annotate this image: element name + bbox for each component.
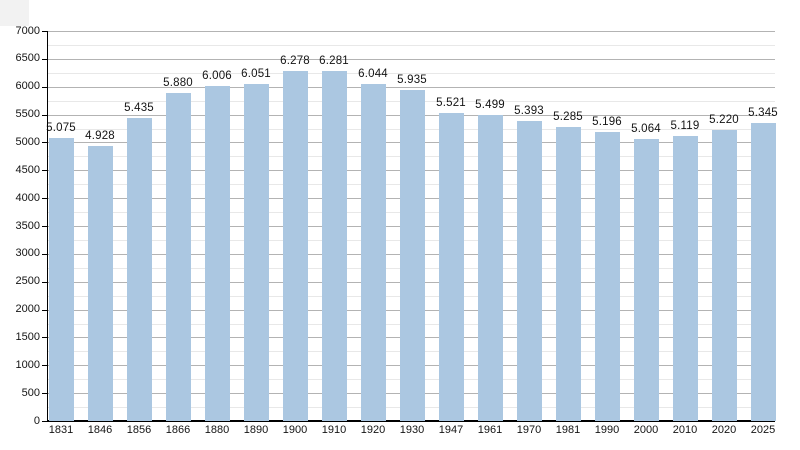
bar [165, 93, 191, 421]
bar-value-label: 5.220 [709, 114, 739, 126]
x-tick-label: 1880 [204, 424, 230, 436]
x-tick-label: 1831 [48, 424, 74, 436]
bar-value-label: 5.196 [592, 116, 622, 128]
x-axis [47, 420, 775, 422]
minor-gridline [48, 73, 775, 74]
minor-gridline [48, 45, 775, 46]
bar [48, 138, 74, 421]
y-axis-tick [42, 115, 47, 116]
bar [282, 71, 308, 421]
bar-value-label: 6.278 [280, 55, 310, 67]
y-tick-label: 3000 [15, 247, 40, 259]
y-axis-tick [42, 59, 47, 60]
bar [672, 136, 698, 421]
y-axis-tick [42, 198, 47, 199]
bar-value-label: 5.285 [553, 111, 583, 123]
bar-value-label: 5.521 [436, 97, 466, 109]
y-axis-tick [42, 310, 47, 311]
bar [633, 139, 659, 421]
y-axis-tick [42, 87, 47, 88]
y-tick-label: 0 [33, 415, 40, 427]
y-tick-label: 3500 [15, 220, 40, 232]
bar-value-label: 6.044 [358, 68, 388, 80]
bar-value-label: 6.006 [202, 70, 232, 82]
y-axis-tick [42, 170, 47, 171]
y-tick-label: 6500 [15, 52, 40, 64]
bar-value-label: 5.499 [475, 99, 505, 111]
y-axis-tick [42, 393, 47, 394]
x-tick-label: 1846 [87, 424, 113, 436]
y-tick-label: 7000 [15, 25, 40, 37]
bar [438, 113, 464, 421]
bar-value-label: 4.928 [85, 130, 115, 142]
major-gridline [48, 87, 775, 88]
bar-value-label: 6.281 [319, 55, 349, 67]
x-tick-label: 1900 [282, 424, 308, 436]
y-tick-label: 1500 [15, 331, 40, 343]
y-tick-label: 2000 [15, 303, 40, 315]
y-axis-tick [42, 421, 47, 422]
x-tick-label: 1947 [438, 424, 464, 436]
bar-value-label: 5.064 [631, 123, 661, 135]
bar [204, 86, 230, 421]
y-tick-label: 5500 [15, 108, 40, 120]
x-tick-label: 1920 [360, 424, 386, 436]
x-tick-label: 1990 [594, 424, 620, 436]
y-tick-label: 1000 [15, 359, 40, 371]
y-axis-tick [42, 226, 47, 227]
bar [399, 90, 425, 421]
y-axis-tick [42, 282, 47, 283]
bar [594, 132, 620, 421]
bar [243, 84, 269, 421]
bar [477, 115, 503, 421]
x-tick-label: 2000 [633, 424, 659, 436]
y-axis-tick [42, 142, 47, 143]
bar-value-label: 5.435 [124, 102, 154, 114]
x-tick-label: 1930 [399, 424, 425, 436]
bar [750, 123, 776, 421]
x-tick-label: 1910 [321, 424, 347, 436]
x-tick-label: 1970 [516, 424, 542, 436]
y-axis-tick [42, 337, 47, 338]
x-tick-label: 1890 [243, 424, 269, 436]
y-tick-label: 2500 [15, 275, 40, 287]
bar-value-label: 5.345 [748, 107, 778, 119]
y-axis-tick [42, 31, 47, 32]
x-tick-label: 1856 [126, 424, 152, 436]
bar [516, 121, 542, 421]
x-tick-label: 1981 [555, 424, 581, 436]
x-tick-label: 2010 [672, 424, 698, 436]
x-tick-label: 2020 [711, 424, 737, 436]
y-tick-label: 4500 [15, 164, 40, 176]
bar-value-label: 6.051 [241, 68, 271, 80]
y-axis-tick [42, 365, 47, 366]
bar [711, 130, 737, 421]
bar [321, 71, 347, 421]
major-gridline [48, 59, 775, 60]
bar [555, 127, 581, 421]
x-tick-label: 1961 [477, 424, 503, 436]
bar [360, 84, 386, 421]
corner-artifact [0, 0, 29, 26]
major-gridline [48, 31, 775, 32]
y-tick-label: 5000 [15, 136, 40, 148]
plot-area: 5.075 1831 4.928 1846 5.435 1856 5.880 1866 6.00… [46, 31, 778, 436]
bar-value-label: 5.119 [670, 120, 700, 132]
y-tick-label: 4000 [15, 192, 40, 204]
bar [126, 118, 152, 421]
y-axis [47, 31, 48, 422]
x-tick-label: 1866 [165, 424, 191, 436]
bar-value-label: 5.935 [397, 74, 427, 86]
bar-value-label: 5.075 [46, 122, 76, 134]
y-tick-label: 6000 [15, 80, 40, 92]
x-tick-label: 2025 [750, 424, 776, 436]
bar [87, 146, 113, 421]
y-tick-label: 500 [21, 387, 40, 399]
bar-value-label: 5.393 [514, 105, 544, 117]
y-axis-tick [42, 254, 47, 255]
bar-value-label: 5.880 [163, 77, 193, 89]
